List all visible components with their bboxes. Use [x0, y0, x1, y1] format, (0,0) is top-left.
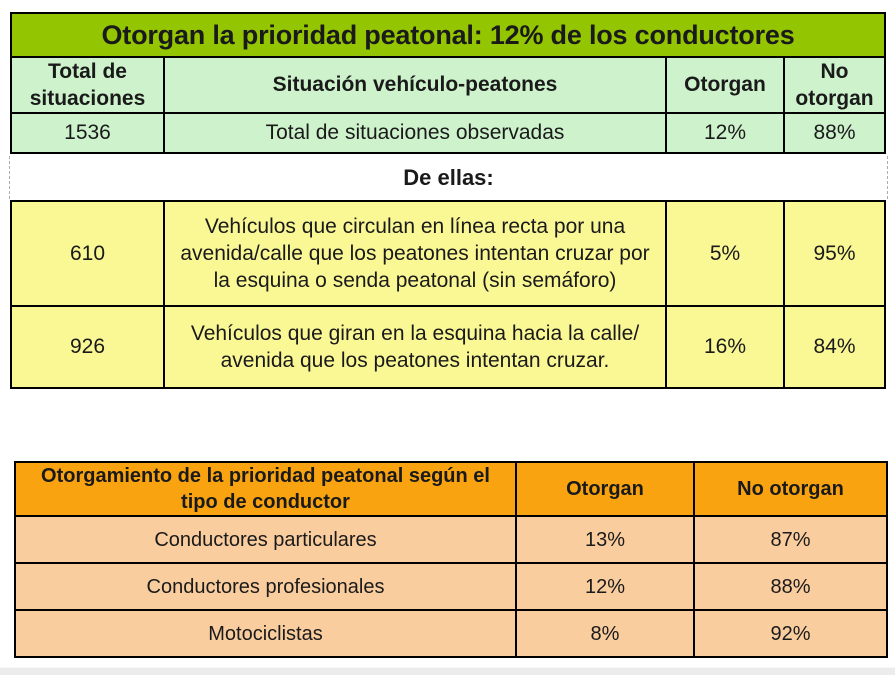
row-description: Vehículos que circulan en línea recta po…	[165, 202, 667, 305]
header-total-situaciones: Total de situaciones	[12, 58, 165, 112]
row-count: 610	[12, 202, 165, 305]
header-driver-type: Otorgamiento de la prioridad peatonal se…	[16, 463, 517, 517]
driver-type-table: Otorgamiento de la prioridad peatonal se…	[14, 461, 888, 658]
total-count: 1536	[12, 114, 165, 152]
driver-no-otorgan-pct: 87%	[695, 517, 886, 562]
table-row: Motociclistas 8% 92%	[16, 611, 886, 656]
summary-table-title: Otorgan la prioridad peatonal: 12% de lo…	[12, 14, 884, 58]
driver-otorgan-pct: 13%	[517, 517, 695, 562]
row-description: Vehículos que giran en la esquina hacia …	[165, 307, 667, 387]
row-otorgan-pct: 5%	[667, 202, 785, 305]
row-otorgan-pct: 16%	[667, 307, 785, 387]
driver-no-otorgan-pct: 88%	[695, 564, 886, 609]
situation-breakdown-table: 610 Vehículos que circulan en línea rect…	[10, 200, 886, 389]
total-no-otorgan-pct: 88%	[785, 114, 884, 152]
driver-table-header-row: Otorgamiento de la prioridad peatonal se…	[16, 463, 886, 517]
header-no-otorgan: No otorgan	[785, 58, 884, 112]
separator-band: De ellas:	[9, 156, 888, 199]
driver-no-otorgan-pct: 92%	[695, 611, 886, 656]
summary-total-row: 1536 Total de situaciones observadas 12%…	[12, 114, 884, 152]
pedestrian-priority-summary-table: Otorgan la prioridad peatonal: 12% de lo…	[10, 12, 886, 154]
table-row: Conductores particulares 13% 87%	[16, 517, 886, 564]
row-no-otorgan-pct: 95%	[785, 202, 884, 305]
summary-header-row: Total de situaciones Situación vehículo-…	[12, 58, 884, 114]
table-row: 610 Vehículos que circulan en línea rect…	[12, 202, 884, 307]
total-otorgan-pct: 12%	[667, 114, 785, 152]
window-edge-strip	[0, 667, 895, 675]
separator-label: De ellas:	[403, 164, 494, 190]
header-otorgan: Otorgan	[667, 58, 785, 112]
header-otorgan: Otorgan	[517, 463, 695, 517]
driver-type-label: Conductores particulares	[16, 517, 517, 562]
driver-type-label: Motociclistas	[16, 611, 517, 656]
header-situacion: Situación vehículo-peatones	[165, 58, 667, 112]
header-no-otorgan: No otorgan	[695, 463, 886, 517]
driver-otorgan-pct: 8%	[517, 611, 695, 656]
table-row: 926 Vehículos que giran en la esquina ha…	[12, 307, 884, 387]
driver-type-label: Conductores profesionales	[16, 564, 517, 609]
driver-otorgan-pct: 12%	[517, 564, 695, 609]
total-label: Total de situaciones observadas	[165, 114, 667, 152]
row-no-otorgan-pct: 84%	[785, 307, 884, 387]
row-count: 926	[12, 307, 165, 387]
table-row: Conductores profesionales 12% 88%	[16, 564, 886, 611]
